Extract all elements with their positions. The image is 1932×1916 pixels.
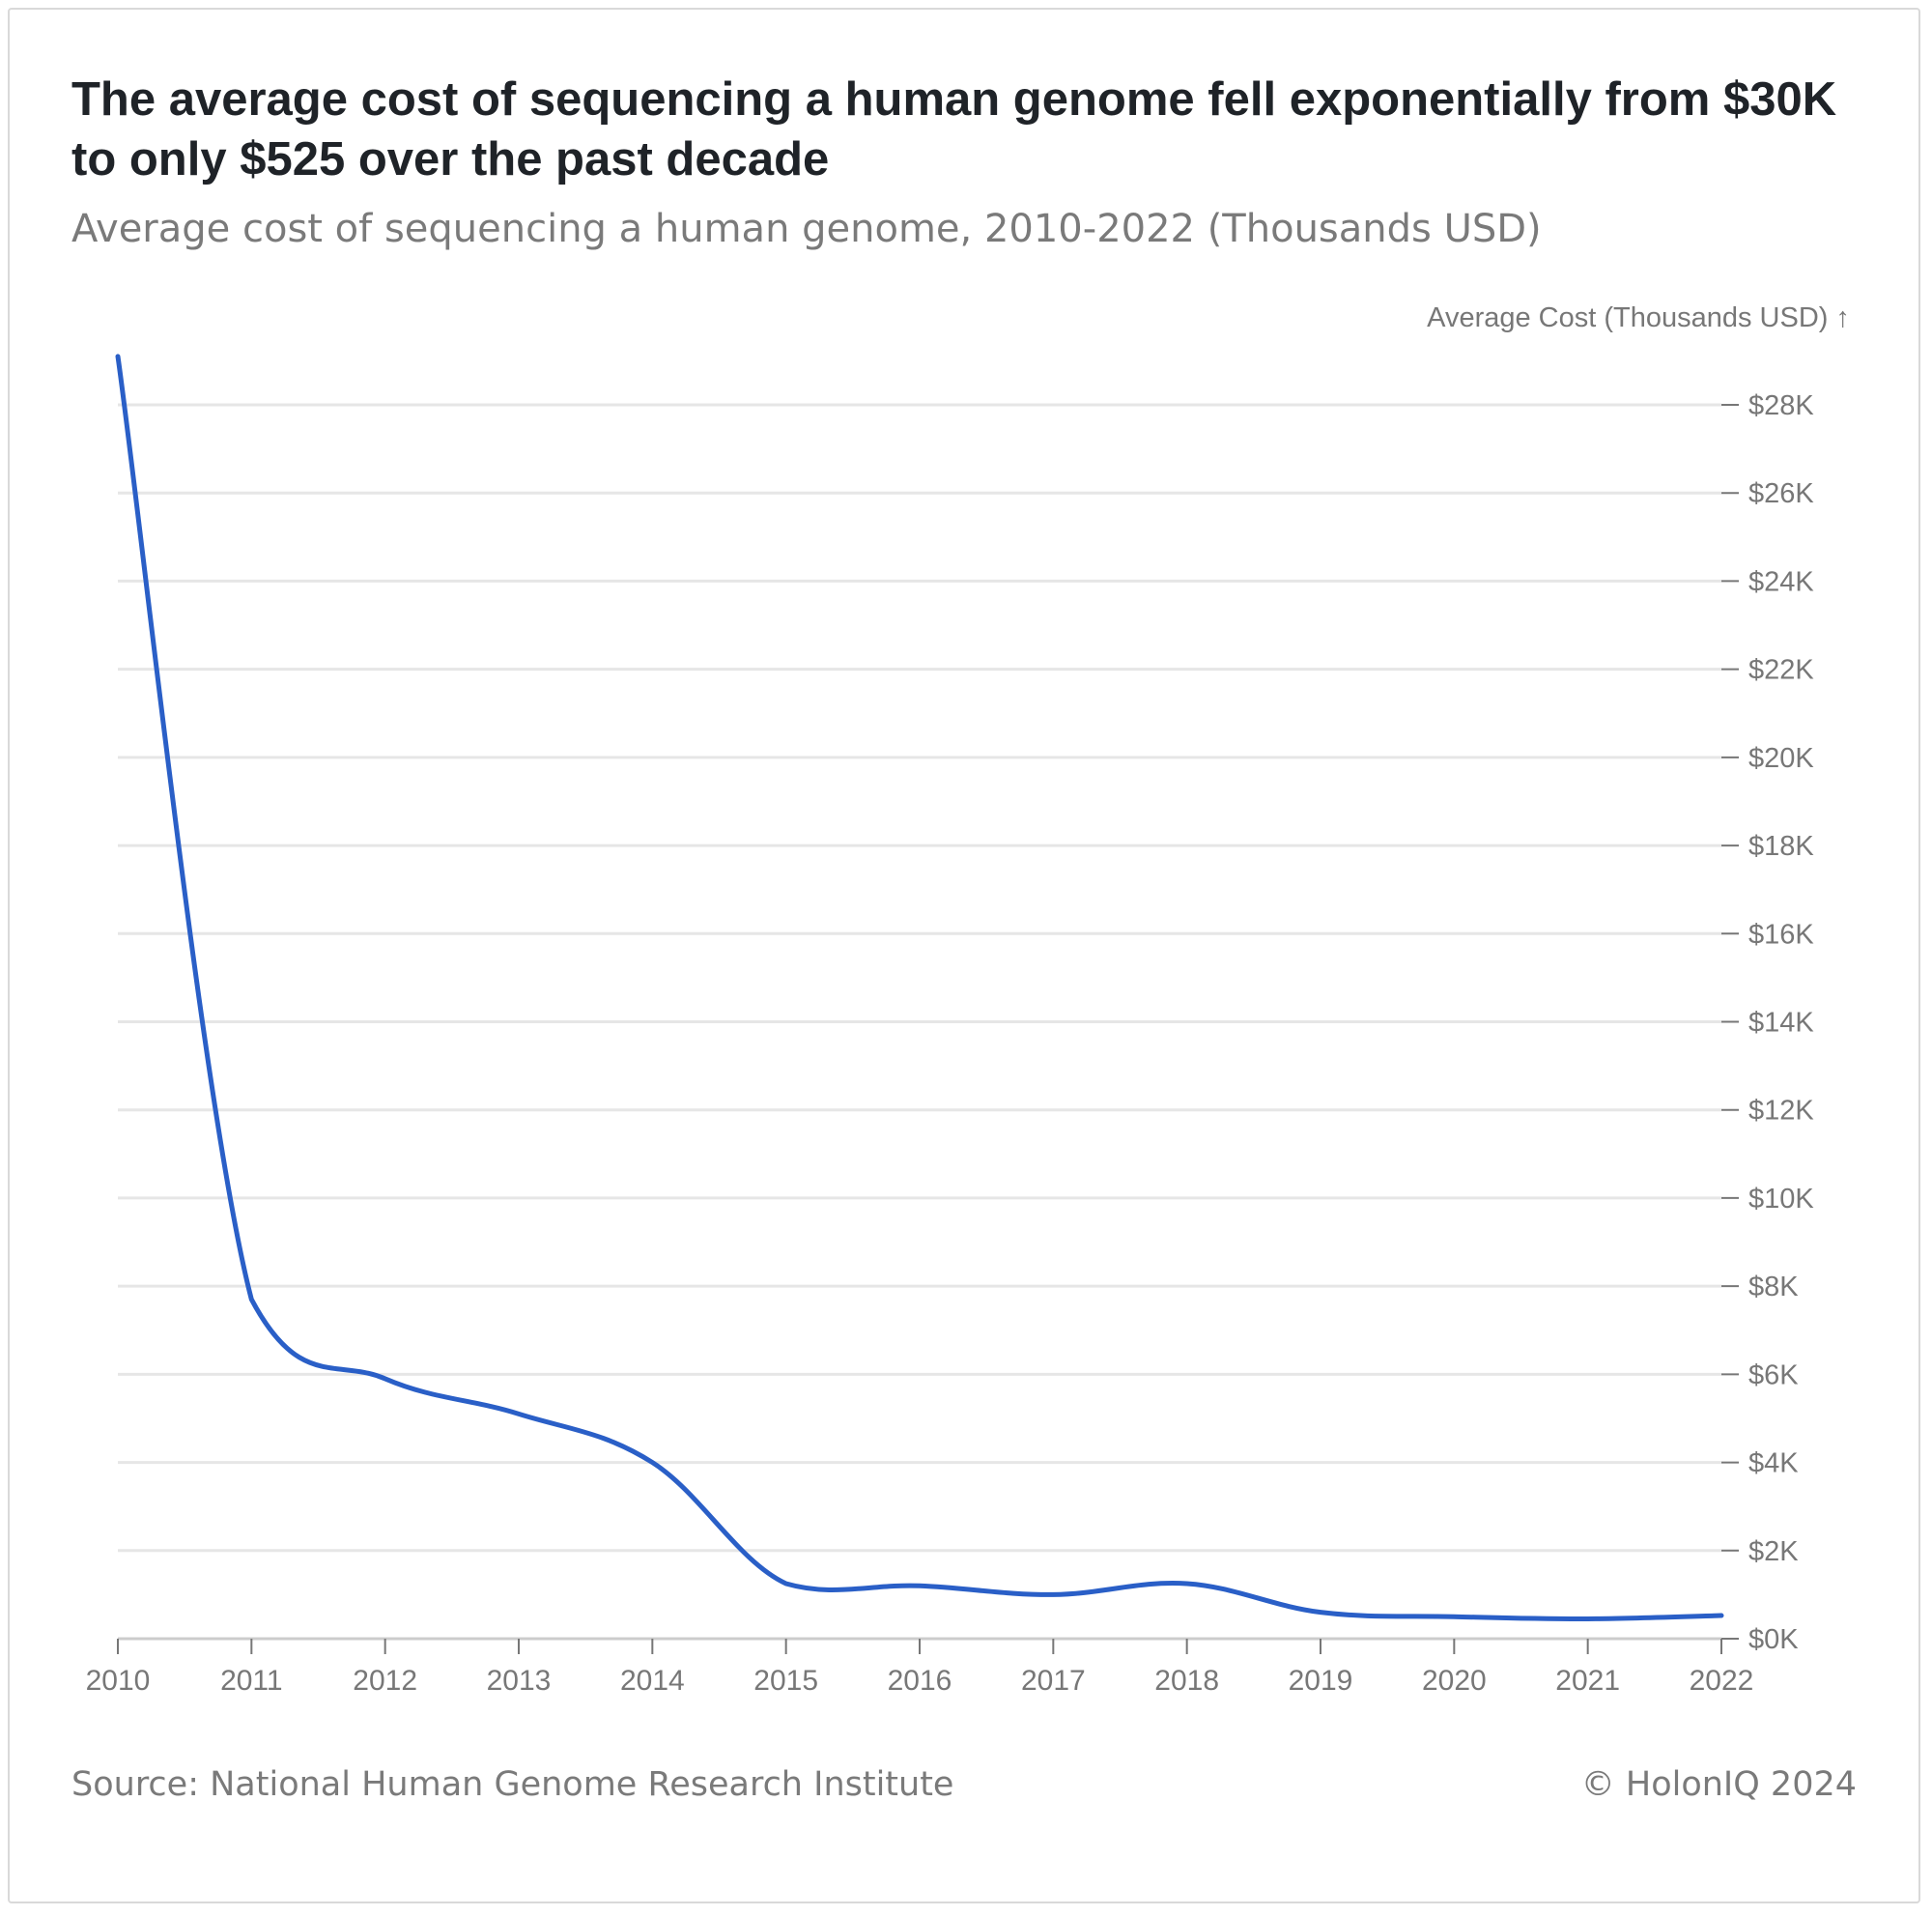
- y-tick-label: $16K: [1748, 919, 1814, 950]
- y-tick-label: $4K: [1748, 1448, 1799, 1479]
- y-tick-label: $24K: [1748, 566, 1814, 597]
- chart-title: The average cost of sequencing a human g…: [71, 73, 1837, 186]
- chart-subtitle: Average cost of sequencing a human genom…: [71, 207, 1542, 251]
- y-axis-label: Average Cost (Thousands USD) ↑: [1427, 302, 1850, 333]
- series-line: [115, 354, 1724, 1622]
- x-tick-label: 2014: [620, 1665, 685, 1697]
- y-tick-label: $18K: [1748, 831, 1814, 862]
- series-layer: [115, 354, 1724, 1622]
- x-tick-label: 2013: [487, 1665, 552, 1697]
- x-tick-label: 2017: [1021, 1665, 1086, 1697]
- x-tick-label: 2021: [1555, 1665, 1620, 1697]
- x-tick-label: 2016: [888, 1665, 952, 1697]
- y-tick-label: $22K: [1748, 655, 1814, 686]
- x-tick-label: 2019: [1289, 1665, 1353, 1697]
- y-tick-label: $28K: [1748, 390, 1814, 421]
- y-tick-label: $26K: [1748, 478, 1814, 509]
- x-tick-label: 2022: [1690, 1665, 1754, 1697]
- y-tick-label: $10K: [1748, 1184, 1814, 1215]
- gridlines: [118, 403, 1721, 1553]
- y-tick-label: $14K: [1748, 1008, 1814, 1039]
- y-tick-label: $12K: [1748, 1096, 1814, 1127]
- x-tick-label: 2011: [220, 1665, 283, 1697]
- copyright-credit: © HolonIQ 2024: [1580, 1765, 1857, 1804]
- x-tick-label: 2012: [353, 1665, 417, 1697]
- x-tick-label: 2020: [1422, 1665, 1487, 1697]
- y-tick-label: $20K: [1748, 743, 1814, 774]
- axes: $0K $2K $4K $6K $8K $10K $12K $14K $16K $18K $20K $…: [86, 390, 1815, 1697]
- x-tick-label: 2015: [753, 1665, 818, 1697]
- y-tick-label: $2K: [1748, 1536, 1799, 1567]
- y-tick-label: $8K: [1748, 1272, 1799, 1302]
- y-tick-label: $0K: [1748, 1624, 1799, 1655]
- source-note: Source: National Human Genome Research I…: [71, 1765, 954, 1804]
- x-tick-label: 2010: [86, 1665, 151, 1697]
- y-tick-label: $6K: [1748, 1359, 1799, 1390]
- x-tick-label: 2018: [1154, 1665, 1219, 1697]
